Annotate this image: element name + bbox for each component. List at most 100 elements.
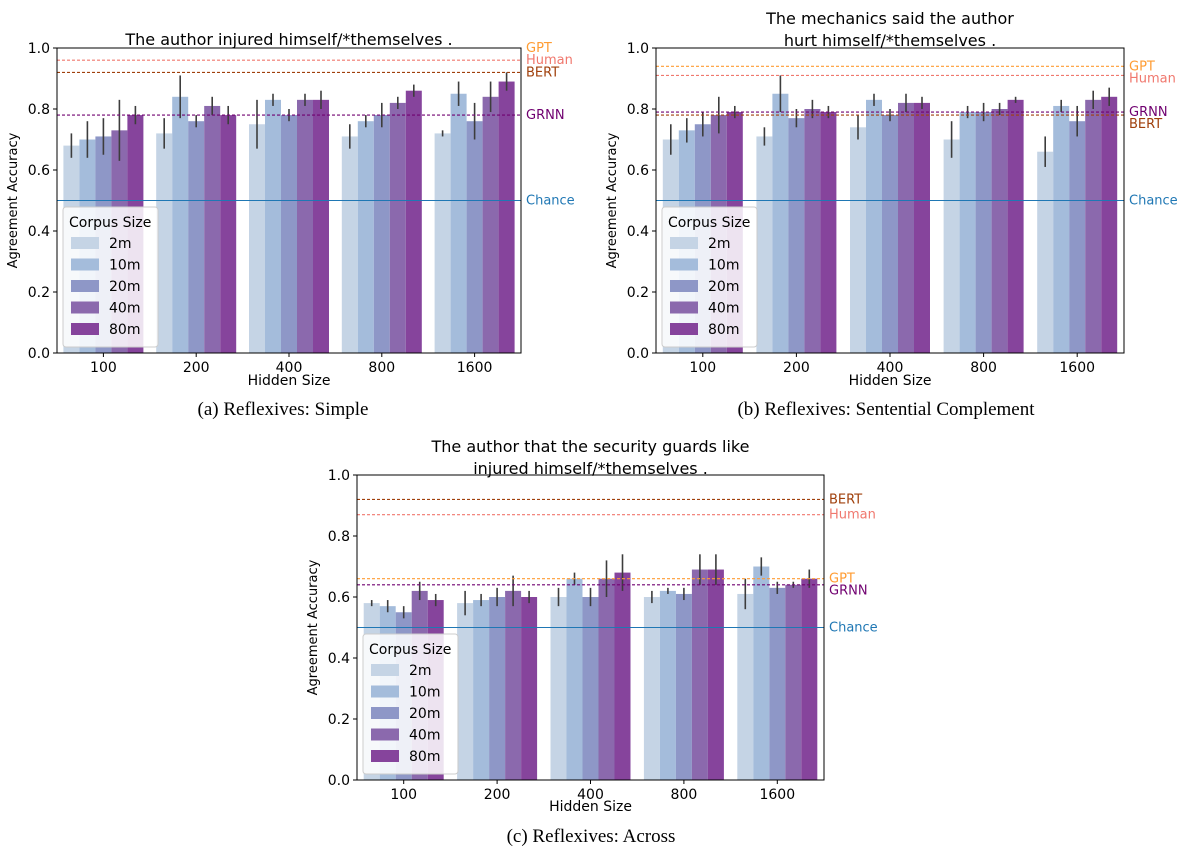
bar-40m-400 <box>598 578 615 780</box>
legend-label-2m: 2m <box>109 236 132 252</box>
y-tick-label: 0.8 <box>328 529 350 545</box>
bar-80m-1600 <box>1101 96 1118 354</box>
reference-label-gpt: GPT <box>1129 59 1155 74</box>
legend-swatch-10m <box>71 258 99 271</box>
x-axis-label: Hidden Size <box>849 373 932 389</box>
bar-10m-200 <box>772 93 789 353</box>
x-tick-label: 1600 <box>759 787 795 803</box>
y-tick-label: 0.0 <box>328 773 350 789</box>
y-tick-label: 0.0 <box>627 346 649 362</box>
bar-80m-800 <box>707 569 724 780</box>
reference-label-chance: Chance <box>526 194 575 209</box>
x-tick-label: 1600 <box>1059 360 1095 376</box>
reference-label-chance: Chance <box>829 621 878 636</box>
legend-title: Corpus Size <box>369 642 451 658</box>
figure-caption: (a) Reflexives: Simple <box>198 399 369 420</box>
bar-2m-200 <box>756 136 773 353</box>
bar-40m-400 <box>297 99 313 353</box>
y-axis-label: Agreement Accuracy <box>306 559 321 695</box>
reference-label-grnn: GRNN <box>1129 105 1168 120</box>
legend-label-10m: 10m <box>109 258 140 274</box>
bar-20m-800 <box>975 112 992 353</box>
y-tick-label: 0.2 <box>28 285 50 301</box>
y-tick-label: 1.0 <box>627 41 649 57</box>
bar-40m-200 <box>804 109 821 353</box>
bar-2m-800 <box>643 597 660 780</box>
bar-20m-200 <box>188 121 205 353</box>
legend-swatch-10m <box>670 258 698 271</box>
legend-label-80m: 80m <box>708 322 739 338</box>
legend-swatch-40m <box>670 301 698 314</box>
x-tick-label: 400 <box>276 360 303 376</box>
bar-2m-1600 <box>737 593 754 780</box>
reference-label-grnn: GRNN <box>526 108 565 123</box>
legend-label-40m: 40m <box>708 301 739 317</box>
y-tick-label: 0.2 <box>328 712 350 728</box>
bar-80m-800 <box>405 90 422 353</box>
x-axis-label: Hidden Size <box>248 373 331 389</box>
bar-80m-200 <box>820 112 837 353</box>
chart-title: The mechanics said the author <box>765 9 1014 28</box>
x-tick-label: 200 <box>484 787 511 803</box>
reference-label-human: Human <box>526 53 573 68</box>
legend: Corpus Size 2m 10m 20m 40m 80m <box>661 206 758 348</box>
y-tick-label: 0.4 <box>328 651 350 667</box>
bar-80m-400 <box>914 102 930 354</box>
bar-10m-200 <box>172 96 189 354</box>
bar-10m-200 <box>473 600 490 780</box>
legend-swatch-2m <box>71 237 99 249</box>
legend-swatch-80m <box>670 323 698 335</box>
bar-2m-400 <box>550 597 567 780</box>
x-tick-label: 400 <box>877 360 904 376</box>
bar-80m-1600 <box>498 81 515 354</box>
reference-label-chance: Chance <box>1129 194 1178 209</box>
legend-swatch-10m <box>371 685 399 698</box>
legend-label-10m: 10m <box>708 258 739 274</box>
y-tick-label: 0.4 <box>627 224 649 240</box>
bar-40m-200 <box>204 105 221 353</box>
legend: Corpus Size 2m 10m 20m 40m 80m <box>62 206 159 348</box>
bar-20m-400 <box>281 115 297 353</box>
bar-10m-800 <box>659 590 676 780</box>
y-tick-label: 0.6 <box>328 590 350 606</box>
bar-20m-200 <box>788 118 805 354</box>
bar-10m-800 <box>357 121 374 353</box>
y-axis-label: Agreement Accuracy <box>6 132 21 268</box>
legend-swatch-40m <box>371 728 399 741</box>
y-tick-label: 0.0 <box>28 346 50 362</box>
y-tick-label: 0.4 <box>28 224 50 240</box>
legend-swatch-40m <box>71 301 99 314</box>
bar-2m-400 <box>850 127 866 353</box>
bar-20m-800 <box>675 593 692 780</box>
bar-40m-1600 <box>482 96 499 354</box>
bar-10m-400 <box>566 578 583 780</box>
x-tick-label: 100 <box>689 360 716 376</box>
legend-label-2m: 2m <box>409 663 432 679</box>
y-tick-label: 0.2 <box>627 285 649 301</box>
reference-label-gpt: GPT <box>829 572 855 587</box>
bar-10m-800 <box>959 112 976 353</box>
bar-10m-1600 <box>450 93 467 353</box>
legend-label-80m: 80m <box>409 749 440 765</box>
legend-label-20m: 20m <box>409 706 440 722</box>
bar-10m-400 <box>866 99 882 353</box>
bar-40m-1600 <box>1085 99 1102 353</box>
bar-40m-200 <box>505 590 522 780</box>
bar-80m-1600 <box>801 578 818 780</box>
legend-label-80m: 80m <box>109 322 140 338</box>
reference-label-human: Human <box>1129 71 1176 86</box>
x-tick-label: 800 <box>671 787 698 803</box>
bar-80m-800 <box>1007 99 1024 353</box>
legend-swatch-2m <box>670 237 698 249</box>
bar-2m-800 <box>341 136 358 353</box>
x-tick-label: 100 <box>390 787 417 803</box>
x-tick-label: 200 <box>183 360 210 376</box>
chart-title: The author that the security guards like <box>431 437 750 456</box>
reference-label-bert: BERT <box>526 65 559 80</box>
bar-40m-800 <box>691 569 708 780</box>
legend-title: Corpus Size <box>69 215 151 231</box>
legend-label-20m: 20m <box>708 279 739 295</box>
x-tick-label: 400 <box>577 787 604 803</box>
y-tick-label: 0.6 <box>627 163 649 179</box>
